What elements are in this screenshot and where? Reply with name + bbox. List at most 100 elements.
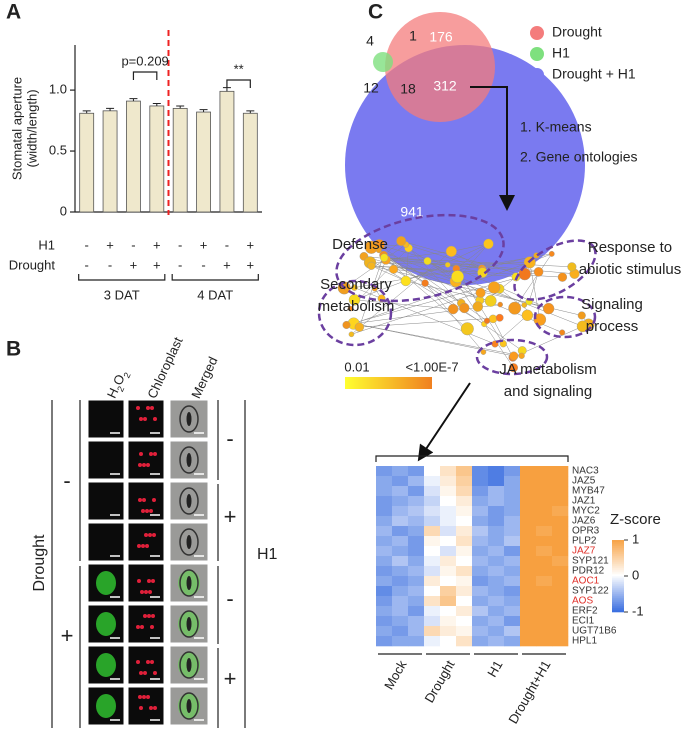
image-frame	[127, 522, 165, 562]
heatmap-cell	[504, 566, 521, 577]
pore	[186, 494, 192, 508]
network-edge	[401, 240, 525, 276]
heatmap-cell	[552, 516, 569, 527]
z-colorbar	[612, 542, 624, 545]
fluorescence	[96, 571, 116, 595]
heatmap-cell	[552, 486, 569, 497]
heatmap-cell	[472, 506, 489, 517]
flow-arrow	[417, 382, 471, 462]
heatmap-cell	[440, 466, 457, 477]
venn-count: 312	[433, 78, 457, 94]
panel-label: A	[6, 1, 21, 24]
heatmap-cell	[472, 586, 489, 597]
chloroplast	[153, 417, 157, 421]
chloroplast	[145, 509, 149, 513]
chloroplast	[149, 452, 153, 456]
heatmap-cell	[440, 476, 457, 487]
heatmap-cell	[488, 546, 505, 557]
legend-swatch	[530, 68, 544, 82]
heatmap-cell	[408, 576, 425, 587]
gene-label: PLP2	[572, 536, 597, 547]
chloroplast	[146, 463, 150, 467]
heatmap-cell	[472, 616, 489, 627]
heatmap-cell	[504, 486, 521, 497]
gene-label: JAZ1	[572, 496, 596, 507]
heatmap-cell	[424, 536, 441, 547]
z-colorbar	[612, 560, 624, 563]
heatmap-cell	[520, 526, 537, 537]
fluorescence	[96, 612, 116, 636]
network-node	[460, 322, 474, 336]
heatmap-cell	[504, 516, 521, 527]
cluster-outline	[533, 295, 597, 339]
z-colorbar	[612, 584, 624, 587]
chloroplast	[136, 660, 140, 664]
z-tick-label: 0	[632, 567, 639, 582]
z-colorbar	[612, 550, 624, 553]
heatmap-cell	[440, 546, 457, 557]
z-colorbar	[612, 544, 624, 547]
chloroplast	[137, 579, 141, 583]
chloroplast	[137, 544, 141, 548]
heatmap-cell	[456, 636, 473, 647]
network-edge	[378, 249, 456, 282]
heatmap-cell	[520, 516, 537, 527]
heatmap-cell	[472, 476, 489, 487]
heatmap-cell	[392, 486, 409, 497]
heatmap-cell	[424, 496, 441, 507]
z-colorbar	[612, 592, 624, 595]
z-colorbar	[612, 574, 624, 577]
stoma	[179, 569, 199, 597]
heatmap-cell	[456, 496, 473, 507]
network-edge	[494, 315, 528, 345]
network-node	[367, 261, 376, 270]
heatmap-cell	[536, 546, 553, 557]
heatmap-cell	[472, 466, 489, 477]
heatmap-cell	[376, 586, 393, 597]
heatmap-cell	[536, 586, 553, 597]
heatmap-cell	[408, 486, 425, 497]
network-node	[447, 303, 459, 315]
chloroplast	[142, 498, 146, 502]
heatmap-cell	[552, 576, 569, 587]
heatmap-cell	[392, 626, 409, 637]
heatmap-cell	[488, 586, 505, 597]
chloroplast	[138, 463, 142, 467]
heatmap-cell	[376, 486, 393, 497]
z-colorbar	[612, 566, 624, 569]
venn-count: 18	[400, 81, 416, 97]
heatmap-cell	[424, 556, 441, 567]
micrograph	[169, 522, 209, 562]
heatmap-cell	[520, 506, 537, 517]
bar	[172, 107, 188, 213]
column-header: Merged	[188, 354, 220, 400]
gene-label: JAZ6	[572, 516, 596, 527]
gene-label: MYB47	[572, 486, 605, 497]
bar	[79, 112, 95, 213]
z-colorbar	[612, 558, 624, 561]
h1-sign: +	[153, 237, 161, 252]
heatmap-cell	[520, 576, 537, 587]
cluster-label: Signaling	[581, 296, 643, 313]
cluster-label: metabolism	[318, 298, 395, 315]
row-label: Drought	[9, 257, 56, 272]
micrograph	[87, 399, 125, 439]
heatmap-cell	[472, 536, 489, 547]
heatmap-cell	[504, 496, 521, 507]
heatmap-cell	[376, 466, 393, 477]
chloroplast	[139, 417, 143, 421]
gene-label: HPL1	[572, 636, 597, 647]
network-edge	[447, 264, 483, 273]
micrograph	[127, 686, 165, 726]
heatmap-cell	[424, 486, 441, 497]
error-bar	[82, 110, 91, 114]
gene-label: OPR3	[572, 526, 600, 537]
chloroplast	[140, 590, 144, 594]
z-colorbar	[612, 556, 624, 559]
top-bracket	[375, 455, 569, 462]
heatmap-cell	[536, 476, 553, 487]
venn-circle	[385, 12, 495, 122]
gene-label: SYP121	[572, 556, 609, 567]
heatmap-cell	[520, 476, 537, 487]
